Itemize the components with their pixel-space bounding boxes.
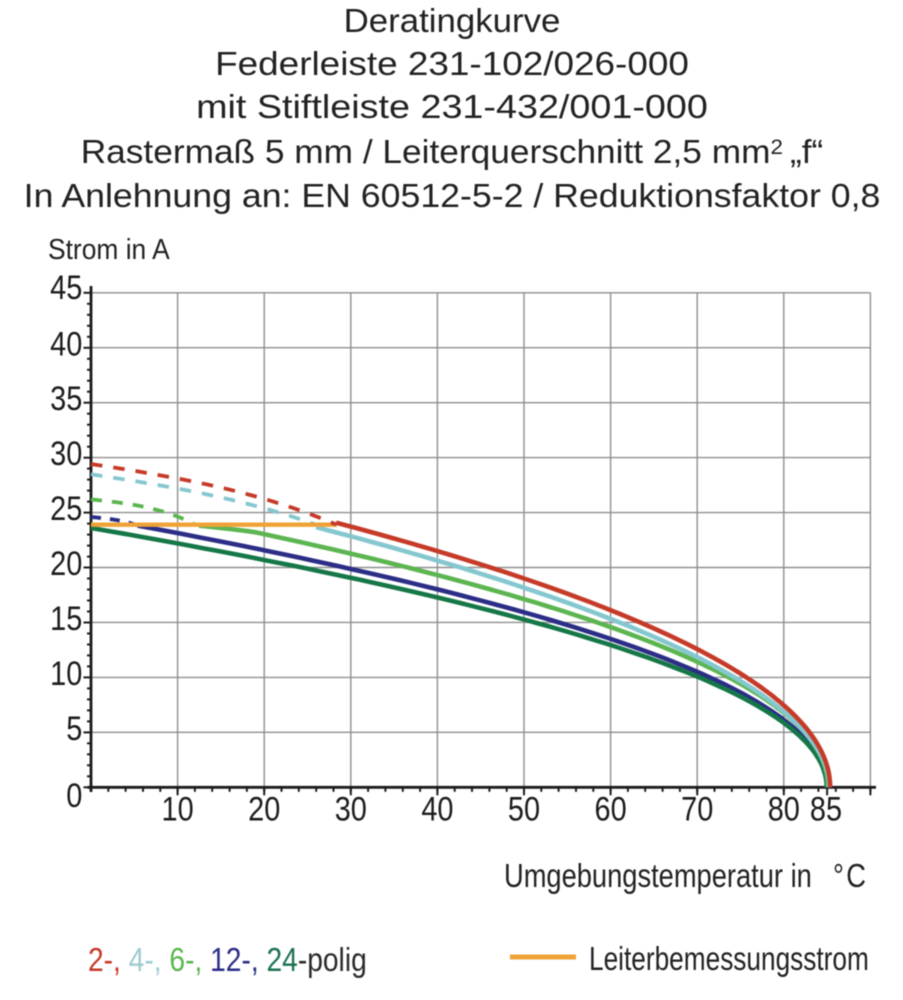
svg-text:In Anlehnung an: EN 60512-5-2: In Anlehnung an: EN 60512-5-2 / Reduktio… [24, 178, 881, 214]
svg-text:70: 70 [681, 789, 713, 828]
svg-text:10: 10 [162, 789, 194, 828]
svg-text:mit Stiftleiste 231-432/001-00: mit Stiftleiste 231-432/001-000 [196, 88, 708, 125]
svg-text:20: 20 [50, 544, 82, 583]
svg-text:Federleiste 231-102/026-000: Federleiste 231-102/026-000 [215, 46, 689, 83]
svg-text:0: 0 [66, 776, 82, 815]
svg-text:Deratingkurve: Deratingkurve [344, 3, 561, 40]
svg-text:20: 20 [248, 789, 280, 828]
svg-text:30: 30 [335, 789, 367, 828]
svg-text:45: 45 [50, 268, 82, 307]
svg-text:40: 40 [50, 324, 82, 363]
svg-text:10: 10 [50, 654, 82, 693]
svg-text:30: 30 [50, 434, 82, 473]
svg-text:85: 85 [810, 789, 842, 828]
svg-text:Umgebungstemperatur in ° C: Umgebungstemperatur in ° C [504, 859, 866, 895]
svg-text:50: 50 [508, 789, 540, 828]
svg-text:60: 60 [595, 789, 627, 828]
svg-text:80: 80 [768, 789, 800, 828]
svg-text:5: 5 [66, 709, 82, 748]
svg-text:Rastermaß 5 mm / Leiterquersch: Rastermaß 5 mm / Leiterquerschnitt 2,5 m… [81, 134, 824, 171]
svg-text:2-, 4-, 6-, 12-, 24-polig: 2-, 4-, 6-, 12-, 24-polig [88, 941, 367, 979]
svg-text:40: 40 [421, 789, 453, 828]
svg-text:Strom in A: Strom in A [48, 233, 170, 265]
svg-text:Leiterbemessungsstrom: Leiterbemessungsstrom [589, 941, 869, 978]
svg-text:35: 35 [50, 379, 82, 418]
svg-text:15: 15 [50, 599, 82, 638]
svg-text:25: 25 [50, 489, 82, 528]
